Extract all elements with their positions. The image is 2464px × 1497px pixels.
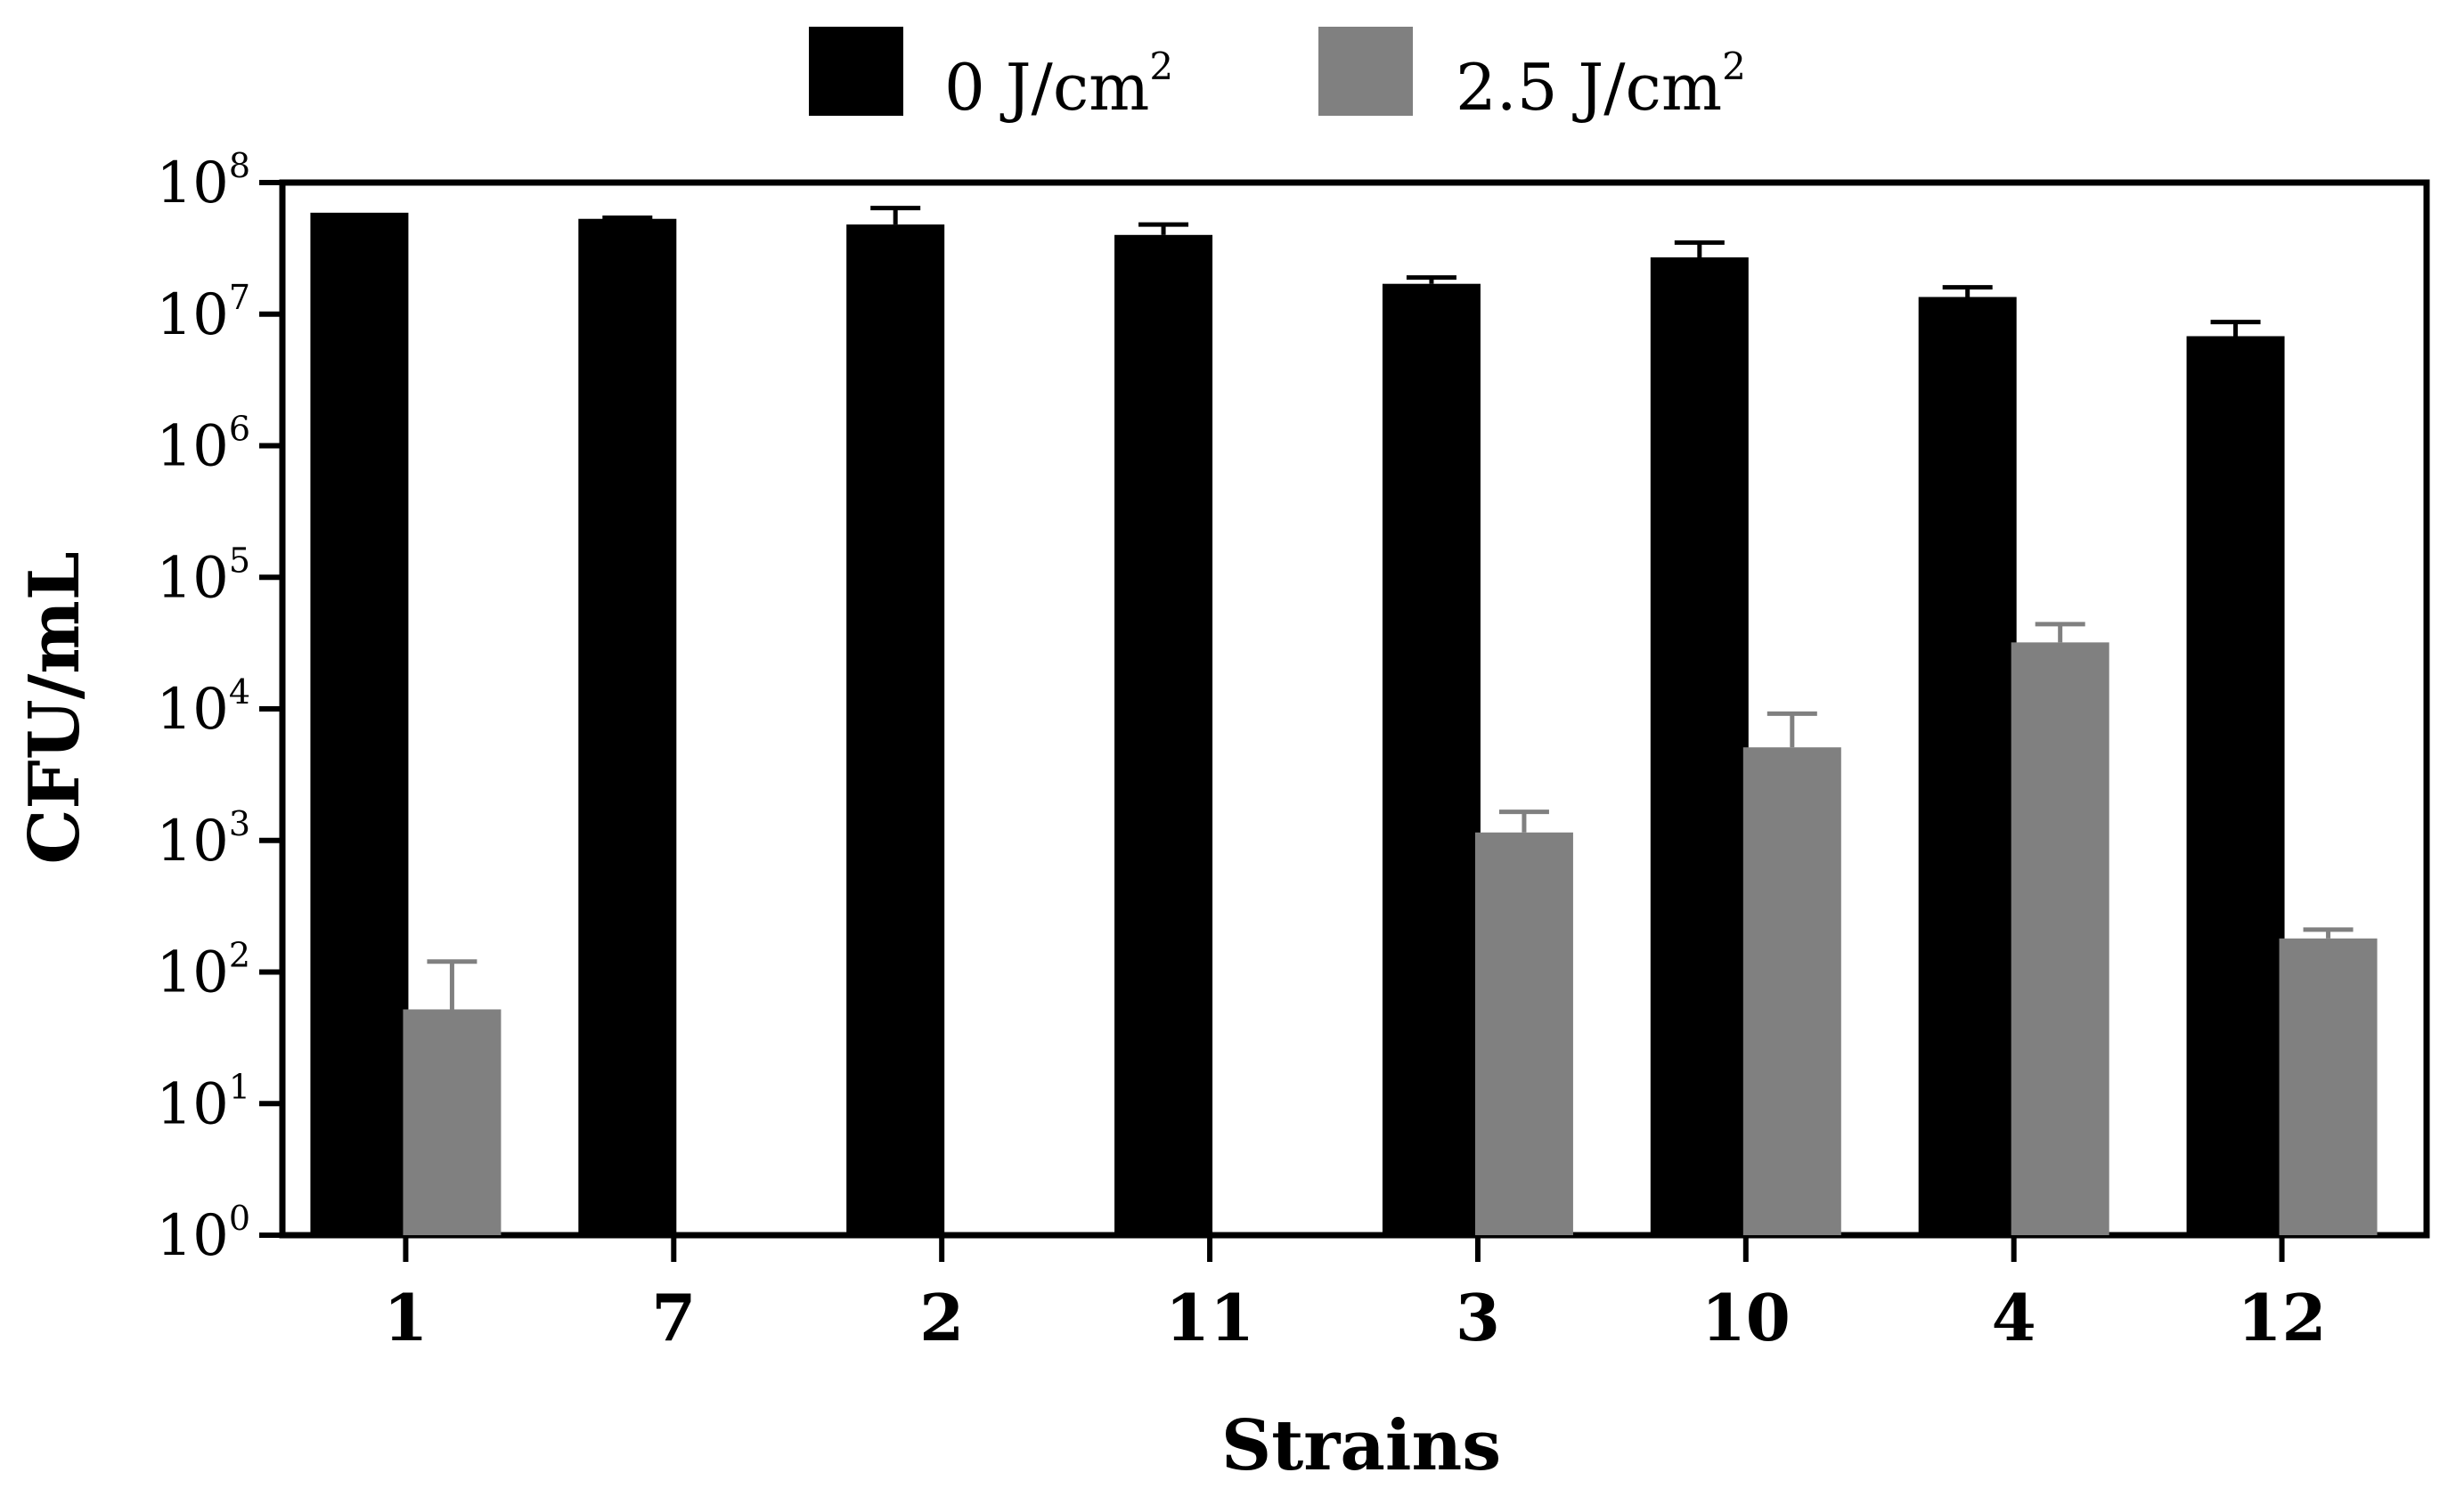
error-bar-series-0-cat-2 bbox=[870, 206, 921, 225]
y-tick-label-4: 104 bbox=[156, 672, 250, 743]
x-tick-label-6: 4 bbox=[1992, 1280, 2036, 1355]
y-tick-label-6: 106 bbox=[156, 410, 250, 480]
bar-series-0-cat-6 bbox=[1918, 297, 2017, 1236]
bar-series-0-cat-2 bbox=[846, 224, 945, 1236]
error-bars-layer bbox=[427, 206, 2354, 1010]
legend-swatch-series-1 bbox=[1318, 27, 1413, 116]
error-bar-series-0-cat-3 bbox=[1138, 222, 1189, 235]
bar-series-0-cat-5 bbox=[1650, 257, 1749, 1235]
error-bar-series-1-cat-5 bbox=[1766, 711, 1817, 748]
x-tick-label-2: 2 bbox=[919, 1280, 964, 1355]
error-bar-series-0-cat-4 bbox=[1406, 275, 1456, 284]
bar-series-1-cat-0 bbox=[403, 1009, 502, 1235]
bar-series-1-cat-6 bbox=[2011, 642, 2109, 1235]
x-tick-label-3: 11 bbox=[1165, 1280, 1254, 1355]
legend-label-series-1: 2.5 J/cm2 bbox=[1456, 45, 1746, 125]
legend: 0 J/cm2 2.5 J/cm2 bbox=[809, 27, 1746, 125]
legend-label-series-0: 0 J/cm2 bbox=[944, 45, 1173, 125]
bar-series-1-cat-5 bbox=[1742, 747, 1841, 1235]
y-tick-label-5: 105 bbox=[156, 541, 250, 611]
error-bar-series-1-cat-7 bbox=[2303, 927, 2354, 939]
error-bar-series-1-cat-4 bbox=[1498, 810, 1549, 833]
y-tick-label-0: 100 bbox=[156, 1199, 250, 1269]
bar-series-1-cat-4 bbox=[1474, 832, 1573, 1235]
x-tick-label-4: 3 bbox=[1456, 1280, 1500, 1355]
y-tick-label-3: 103 bbox=[156, 804, 250, 875]
bar-series-0-cat-0 bbox=[310, 212, 409, 1236]
error-bar-series-0-cat-5 bbox=[1674, 240, 1725, 258]
x-axis-ticks: 1 7 2 11 3 10 4 12 bbox=[383, 1235, 2327, 1355]
y-tick-label-1: 101 bbox=[156, 1067, 250, 1137]
y-axis-ticks: 100 101 102 103 104 105 106 107 108 bbox=[156, 146, 282, 1269]
x-tick-label-0: 1 bbox=[383, 1280, 428, 1355]
bar-series-0-cat-1 bbox=[578, 218, 677, 1235]
y-tick-label-8: 108 bbox=[156, 146, 250, 216]
error-bar-series-0-cat-6 bbox=[1942, 285, 1993, 297]
legend-swatch-series-0 bbox=[809, 27, 903, 116]
error-bar-series-1-cat-0 bbox=[427, 959, 477, 1010]
bar-series-0-cat-4 bbox=[1382, 283, 1481, 1235]
x-tick-label-7: 12 bbox=[2237, 1280, 2326, 1355]
error-bar-series-0-cat-1 bbox=[602, 216, 653, 221]
y-tick-label-7: 107 bbox=[156, 278, 250, 348]
y-axis-title: CFU/mL bbox=[14, 551, 95, 864]
error-bar-series-1-cat-6 bbox=[2035, 622, 2085, 643]
bars-layer bbox=[310, 212, 2378, 1236]
bar-series-1-cat-7 bbox=[2279, 938, 2378, 1235]
x-tick-label-5: 10 bbox=[1701, 1280, 1791, 1355]
x-tick-label-1: 7 bbox=[651, 1280, 696, 1355]
bar-series-0-cat-3 bbox=[1114, 234, 1213, 1235]
bar-series-0-cat-7 bbox=[2186, 336, 2285, 1235]
y-tick-label-2: 102 bbox=[156, 936, 250, 1006]
error-bar-series-0-cat-7 bbox=[2210, 320, 2261, 337]
x-axis-title: Strains bbox=[1221, 1405, 1501, 1486]
